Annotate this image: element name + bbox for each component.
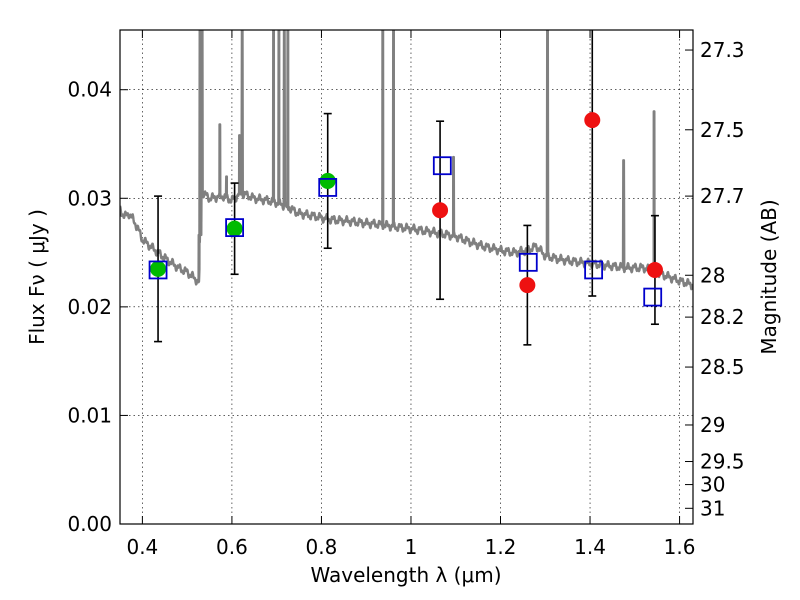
x-tick-label: 0.6 <box>216 535 248 559</box>
data-point <box>432 202 449 219</box>
right-tick-label: 28 <box>700 263 725 287</box>
right-tick-label: 31 <box>700 496 725 520</box>
x-tick-label: 1.4 <box>574 535 606 559</box>
right-tick-label: 29 <box>700 413 725 437</box>
right-tick-label: 29.5 <box>700 450 745 474</box>
right-tick-label: 28.2 <box>700 305 745 329</box>
model-point <box>225 218 245 238</box>
y-tick-label: 0.03 <box>67 186 112 210</box>
right-tick-label: 27.7 <box>700 184 745 208</box>
data-point <box>319 172 336 189</box>
model-point <box>643 287 663 307</box>
model-point <box>518 252 538 272</box>
right-tick-label: 27.5 <box>700 118 745 142</box>
y-axis-title-right: Magnitude (AB) <box>757 199 781 354</box>
grid <box>120 30 693 525</box>
right-tick-label: 30 <box>700 473 725 497</box>
x-axis-title: Wavelength λ (μm) <box>310 563 501 587</box>
spectrum <box>120 30 693 291</box>
spectrum-line <box>120 30 693 291</box>
data-point <box>226 220 243 237</box>
plot-frame <box>119 29 694 525</box>
data-point <box>646 261 663 278</box>
data-point <box>519 277 536 294</box>
y-tick-label: 0.00 <box>67 512 112 536</box>
x-tick-label: 0.4 <box>126 535 158 559</box>
model-point <box>584 260 604 280</box>
y-axis-title: Flux Fν ( μJy ) <box>25 209 49 345</box>
right-tick-label: 28.5 <box>700 355 745 379</box>
y-tick-label: 0.01 <box>67 403 112 427</box>
y-tick-label: 0.02 <box>67 295 112 319</box>
axis-ticks: 0.4 0.6 0.8 1 1.2 1.4 1.6 0.00 0.01 0.02 0.03 0.04 2… <box>67 30 745 559</box>
data-point <box>584 112 601 129</box>
x-tick-label: 1.2 <box>485 535 517 559</box>
y-tick-label: 0.04 <box>67 78 112 102</box>
model-point <box>432 156 452 176</box>
model-point <box>148 260 168 280</box>
model-point <box>318 178 338 197</box>
right-tick-label: 27.3 <box>700 38 745 62</box>
x-tick-label: 1 <box>405 535 418 559</box>
data-point <box>150 260 167 277</box>
x-tick-label: 1.6 <box>664 535 696 559</box>
x-tick-label: 0.8 <box>306 535 338 559</box>
data-points <box>148 30 663 346</box>
